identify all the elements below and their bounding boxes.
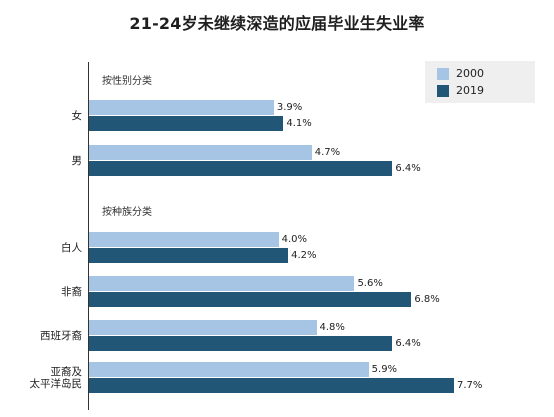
data-label: 4.0%	[281, 234, 307, 245]
category-label: 男	[71, 154, 83, 167]
data-label: 3.9%	[276, 102, 303, 113]
bar-2019	[89, 336, 393, 351]
bar-2000	[89, 362, 369, 377]
bar-2019	[89, 292, 412, 307]
legend-swatch-2000	[437, 68, 449, 80]
bar-2019	[89, 378, 454, 393]
data-label: 5.9%	[371, 364, 398, 375]
legend-swatch-2019	[437, 85, 449, 97]
data-label: 4.2%	[291, 250, 317, 261]
bar-2019	[89, 161, 393, 176]
data-label: 5.6%	[357, 278, 383, 289]
data-label: 4.7%	[314, 147, 341, 158]
legend-label-2019: 2019	[456, 84, 484, 97]
category-label: 白人	[61, 241, 82, 254]
bar-2019	[89, 248, 289, 263]
group-label: 按性别分类	[102, 76, 152, 87]
data-label: 4.8%	[319, 322, 345, 333]
category-label: 亚裔及 太平洋岛民	[29, 365, 83, 390]
group-label: 按种族分类	[102, 207, 152, 218]
bar-2000	[89, 145, 312, 160]
bar-2000	[89, 100, 274, 115]
category-label: 西班牙裔	[40, 329, 82, 342]
category-label: 女	[71, 109, 83, 122]
bar-2000	[89, 276, 355, 291]
data-label: 6.4%	[395, 338, 421, 349]
y-axis-line	[88, 62, 89, 410]
bar-2000	[89, 232, 279, 247]
data-label: 6.4%	[395, 163, 421, 174]
data-label: 4.1%	[286, 118, 312, 129]
data-label: 7.7%	[456, 380, 483, 391]
bar-2000	[89, 320, 317, 335]
data-label: 6.8%	[414, 294, 440, 305]
bar-2019	[89, 116, 284, 131]
legend-label-2000: 2000	[456, 67, 484, 80]
chart-title: 21-24岁未继续深造的应届毕业生失业率	[129, 14, 425, 33]
category-label: 非裔	[61, 285, 82, 298]
chart-legend: 2000 2019	[425, 61, 535, 103]
